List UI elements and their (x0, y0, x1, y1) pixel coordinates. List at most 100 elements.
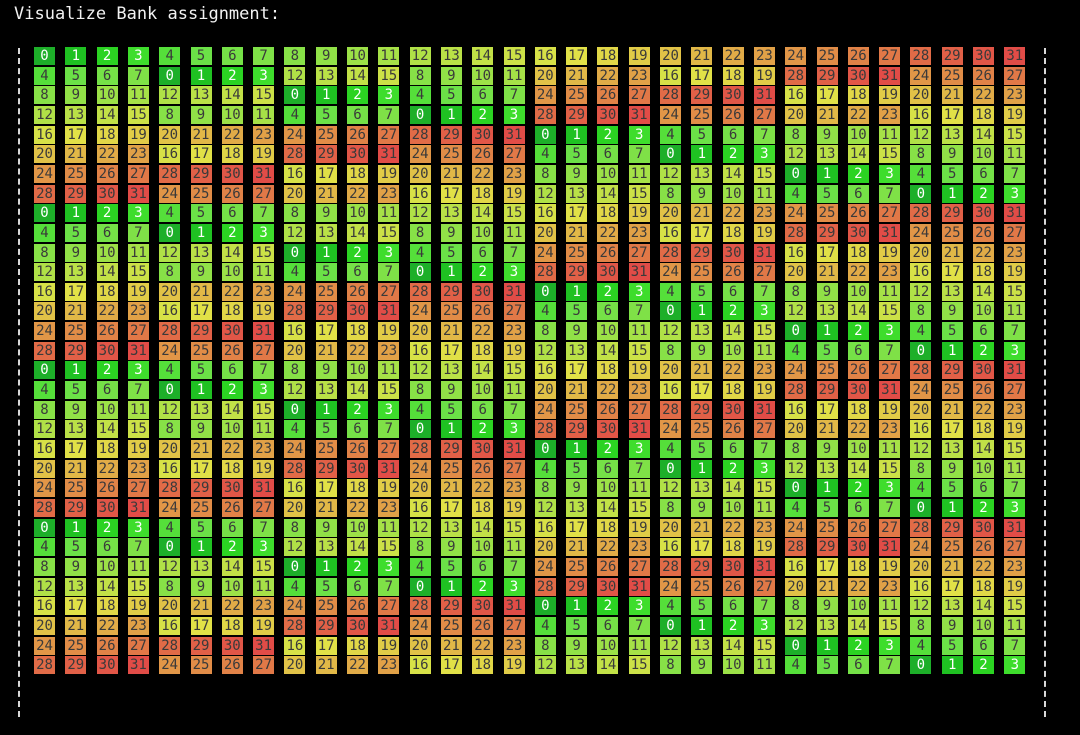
bank-cell: 10 (96, 86, 118, 105)
bank-cell: 12 (409, 47, 431, 65)
bank-cell: 16 (534, 361, 556, 380)
bank-cell: 0 (159, 223, 181, 242)
bank-cell: 22 (347, 184, 368, 203)
bank-cell: 24 (34, 636, 55, 655)
bank-cell: 3 (503, 263, 525, 282)
bank-cell: 21 (941, 400, 963, 419)
bank-cell: 11 (628, 164, 650, 183)
bank-cell: 14 (722, 322, 744, 341)
bank-cell: 17 (941, 577, 963, 596)
bank-cell: 19 (127, 597, 149, 616)
bank-cell: 31 (503, 440, 525, 458)
bank-cell: 23 (753, 361, 775, 380)
bank-cell: 30 (472, 282, 494, 301)
bank-cell: 13 (440, 518, 462, 537)
bank-cell: 27 (879, 361, 901, 380)
bank-cell: 25 (440, 145, 462, 164)
bank-cell: 6 (347, 577, 368, 596)
bank-cell: 17 (816, 86, 838, 105)
bank-cell: 23 (127, 459, 149, 478)
bank-cell: 14 (722, 164, 744, 183)
bank-cell: 2 (96, 47, 118, 65)
bank-cell: 31 (753, 86, 775, 105)
bank-cell: 24 (660, 577, 681, 596)
bank-cell: 7 (753, 125, 775, 144)
bank-cell: 0 (910, 341, 932, 360)
bank-cell: 7 (628, 616, 650, 635)
bank-cell: 14 (847, 145, 869, 164)
bank-cell: 19 (879, 557, 901, 576)
bank-cell: 26 (847, 361, 869, 380)
bank-cell: 10 (847, 282, 869, 301)
bank-cell: 18 (973, 263, 994, 282)
bank-cell: 7 (1004, 636, 1026, 655)
bank-cell: 15 (127, 577, 149, 596)
bank-cell: 18 (722, 381, 744, 400)
bank-cell: 27 (1004, 223, 1026, 242)
right-border (1044, 48, 1046, 717)
bank-cell: 13 (440, 204, 462, 223)
bank-cell: 17 (65, 282, 87, 301)
bank-cell: 4 (284, 577, 306, 596)
bank-cell: 23 (253, 282, 275, 301)
bank-cell: 27 (503, 145, 525, 164)
bank-cell: 30 (597, 263, 619, 282)
bank-cell: 17 (691, 223, 713, 242)
bank-cell: 3 (378, 243, 400, 262)
bank-cell: 31 (127, 184, 149, 203)
bank-cell: 12 (534, 498, 556, 517)
bank-cell: 28 (910, 204, 932, 223)
bank-cell: 0 (284, 557, 306, 576)
bank-cell: 15 (253, 86, 275, 105)
bank-cell: 21 (440, 164, 462, 183)
bank-cell: 30 (221, 164, 243, 183)
bank-cell: 1 (440, 263, 462, 282)
bank-cell: 4 (785, 341, 807, 360)
bank-cell: 7 (753, 440, 775, 458)
bank-cell: 26 (597, 400, 619, 419)
bank-cell: 16 (910, 105, 932, 124)
bank-cell: 1 (315, 400, 337, 419)
bank-cell: 29 (566, 577, 588, 596)
bank-cell: 0 (534, 282, 556, 301)
bank-cell: 28 (409, 597, 431, 616)
bank-cell: 12 (34, 263, 55, 282)
bank-cell: 25 (941, 381, 963, 400)
bank-cell: 2 (472, 105, 494, 124)
bank-cell: 29 (440, 597, 462, 616)
bank-cell: 14 (347, 538, 368, 557)
bank-cell: 15 (628, 656, 650, 675)
bank-cell: 16 (534, 518, 556, 537)
bank-cell: 20 (534, 223, 556, 242)
bank-cell: 6 (221, 204, 243, 223)
bank-cell: 14 (597, 656, 619, 675)
bank-cell: 29 (691, 400, 713, 419)
bank-cell: 25 (816, 47, 838, 65)
bank-cell: 19 (378, 479, 400, 498)
bank-cell: 19 (503, 656, 525, 675)
bank-cell: 3 (628, 125, 650, 144)
bank-cell: 1 (941, 341, 963, 360)
bank-cell: 9 (816, 440, 838, 458)
bank-cell: 0 (284, 243, 306, 262)
bank-cell: 22 (96, 459, 118, 478)
bank-cell: 19 (753, 381, 775, 400)
bank-cell: 14 (973, 597, 994, 616)
bank-cell: 31 (253, 479, 275, 498)
bank-cell: 29 (816, 381, 838, 400)
bank-cell: 1 (440, 420, 462, 439)
bank-cell: 17 (566, 47, 588, 65)
bank-cell: 19 (1004, 577, 1026, 596)
bank-cell: 2 (96, 204, 118, 223)
bank-cell: 30 (847, 223, 869, 242)
bank-cell: 3 (1004, 656, 1026, 675)
bank-cell: 10 (847, 125, 869, 144)
bank-cell: 18 (221, 616, 243, 635)
bank-cell: 22 (347, 656, 368, 675)
bank-cell: 20 (159, 125, 181, 144)
bank-cell: 17 (440, 656, 462, 675)
bank-cell: 21 (315, 184, 337, 203)
bank-cell: 16 (409, 656, 431, 675)
bank-cell: 2 (847, 636, 869, 655)
bank-cell: 4 (534, 302, 556, 321)
